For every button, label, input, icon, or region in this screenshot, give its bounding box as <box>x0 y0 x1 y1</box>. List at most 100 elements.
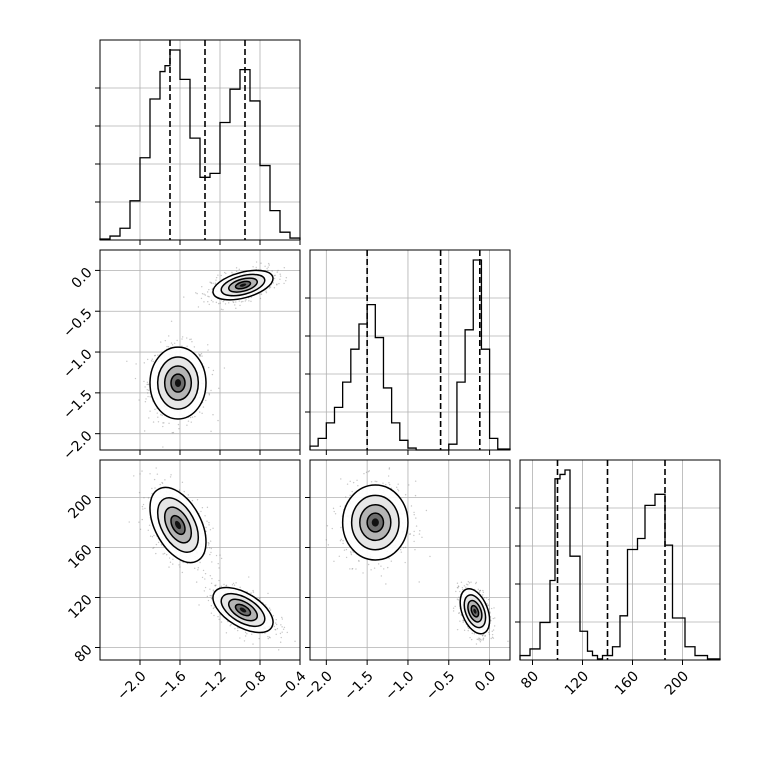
scatter-point <box>489 612 491 614</box>
scatter-point <box>215 584 217 586</box>
scatter-point <box>172 563 174 565</box>
scatter-point <box>358 559 360 562</box>
scatter-point <box>267 266 269 268</box>
scatter-point <box>218 567 220 569</box>
scatter-point <box>340 538 342 541</box>
scatter-point <box>198 604 200 606</box>
scatter-point <box>223 271 226 274</box>
scatter-point <box>208 524 210 526</box>
panel-frame <box>309 249 511 451</box>
scatter-point <box>208 394 211 396</box>
scatter-point <box>259 293 261 295</box>
scatter-point <box>160 341 162 343</box>
scatter-point <box>349 551 352 553</box>
density-panel-0-1: −2.0 −1.5 −1.0 −0.5 0.0 <box>60 249 301 463</box>
scatter-point <box>363 472 365 475</box>
scatter-point <box>198 354 201 357</box>
scatter-point <box>246 633 248 635</box>
scatter-point <box>479 589 482 592</box>
scatter-point <box>276 628 279 630</box>
scatter-point <box>482 637 485 639</box>
scatter-point <box>235 267 238 269</box>
histogram-step <box>519 469 721 660</box>
scatter-point <box>250 592 252 594</box>
scatter-point <box>190 421 192 423</box>
y-tick-label: −0.5 <box>60 306 95 341</box>
scatter-point <box>469 637 471 639</box>
scatter-point <box>159 483 161 486</box>
contour-line <box>149 486 207 564</box>
scatter-point <box>487 604 489 606</box>
scatter-point <box>195 581 198 583</box>
scatter-point <box>276 283 278 285</box>
scatter-point <box>147 389 150 392</box>
scatter-point <box>281 631 283 633</box>
scatter-point <box>197 567 200 569</box>
scatter-point <box>212 282 214 285</box>
scatter-point <box>396 486 398 489</box>
scatter-point <box>171 344 174 346</box>
scatter-point <box>465 583 468 585</box>
scatter-point <box>207 295 209 297</box>
scatter-point <box>351 567 354 570</box>
scatter-point <box>210 547 212 550</box>
scatter-point <box>461 586 464 589</box>
x-tick-label: −2.0 <box>301 668 336 703</box>
scatter-point <box>271 270 273 272</box>
scatter-point <box>164 479 166 481</box>
scatter-point <box>489 611 491 613</box>
scatter-point <box>208 547 211 549</box>
scatter-point <box>413 513 415 516</box>
scatter-point <box>483 596 486 599</box>
scatter-point <box>219 554 221 556</box>
contour-line <box>212 269 274 301</box>
scatter-point <box>229 625 231 627</box>
scatter-point <box>459 620 461 622</box>
scatter-point <box>149 473 151 475</box>
scatter-point <box>153 534 155 537</box>
scatter-point <box>273 274 275 277</box>
scatter-point <box>397 483 399 485</box>
scatter-point <box>218 387 220 389</box>
contour-line <box>212 586 274 634</box>
scatter-point <box>212 414 214 416</box>
scatter-point <box>194 567 196 570</box>
scatter-point <box>210 582 213 584</box>
scatter-point <box>191 341 193 343</box>
scatter-point <box>164 339 167 342</box>
scatter-point <box>145 398 147 400</box>
scatter-point <box>283 626 286 629</box>
scatter-point <box>279 641 282 643</box>
scatter-point <box>218 579 220 582</box>
scatter-point <box>199 411 201 413</box>
contour-line <box>467 599 483 623</box>
scatter-point <box>259 596 261 599</box>
scatter-point <box>197 569 199 571</box>
scatter-point <box>456 628 459 631</box>
scatter-point <box>238 300 240 302</box>
scatter-point <box>269 637 271 639</box>
scatter-point <box>160 544 163 546</box>
scatter-point <box>388 482 390 484</box>
scatter-point <box>220 308 223 310</box>
scatter-point <box>460 581 463 583</box>
contour-line <box>366 512 385 533</box>
scatter-point <box>181 336 184 338</box>
scatter-point <box>236 629 239 632</box>
histogram-panel-1 <box>305 249 511 455</box>
contour-line <box>220 592 266 628</box>
scatter-point <box>268 636 271 638</box>
scatter-point <box>147 392 149 394</box>
scatter-point <box>181 338 183 340</box>
scatter-point <box>409 533 412 535</box>
scatter-point <box>485 597 488 599</box>
scatter-point <box>207 349 209 351</box>
scatter-point <box>484 635 486 637</box>
scatter-point <box>252 643 254 645</box>
scatter-point <box>402 547 405 549</box>
scatter-point <box>476 638 478 640</box>
scatter-point <box>205 399 207 402</box>
scatter-point <box>272 282 275 284</box>
scatter-point <box>457 585 460 588</box>
y-tick-label: 0.0 <box>69 265 96 292</box>
